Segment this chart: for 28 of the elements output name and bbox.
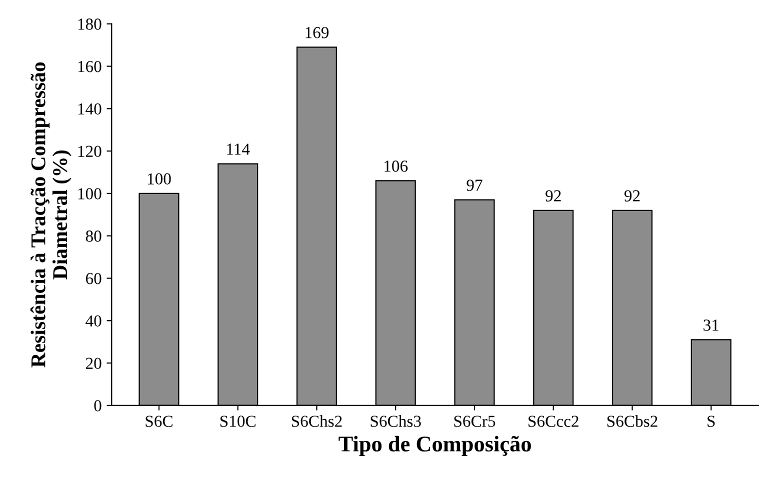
x-tick-label: S10C: [220, 416, 256, 427]
data-label: 31: [704, 320, 718, 331]
y-tick-label: 0: [94, 400, 102, 412]
y-tick-label: 180: [78, 18, 102, 30]
y-tick-label: 100: [78, 188, 102, 200]
x-tick-label: S6Cr5: [454, 416, 496, 427]
y-tick-label: 140: [78, 103, 102, 115]
data-label: 97: [466, 180, 482, 191]
data-label: 100: [148, 173, 171, 185]
y-tick-label: 120: [78, 146, 102, 157]
data-label: 106: [384, 160, 408, 172]
y-tick-label: 80: [86, 230, 102, 242]
y-axis-title: Resistência à Tracção Compressão Diametral (%): [30, 62, 72, 368]
x-tick-label: S6Chs3: [370, 415, 421, 427]
data-label: 169: [306, 27, 329, 38]
y-tick-label: 20: [86, 358, 102, 369]
y-tick-label: 40: [86, 315, 102, 327]
x-tick-label: S6Chs2: [292, 415, 342, 427]
data-label: 92: [624, 190, 640, 202]
y-tick-label: 60: [86, 272, 102, 284]
data-label: 92: [546, 190, 561, 202]
x-tick-label: S6Ccc2: [528, 416, 578, 427]
x-tick-label: S6C: [146, 416, 172, 427]
x-axis-title: Tipo de Composição: [338, 436, 531, 456]
x-tick-label: S6Cbs2: [607, 415, 658, 427]
y-tick-label: 160: [78, 60, 102, 72]
data-label: 114: [227, 144, 250, 155]
x-tick-label: S: [708, 416, 715, 427]
